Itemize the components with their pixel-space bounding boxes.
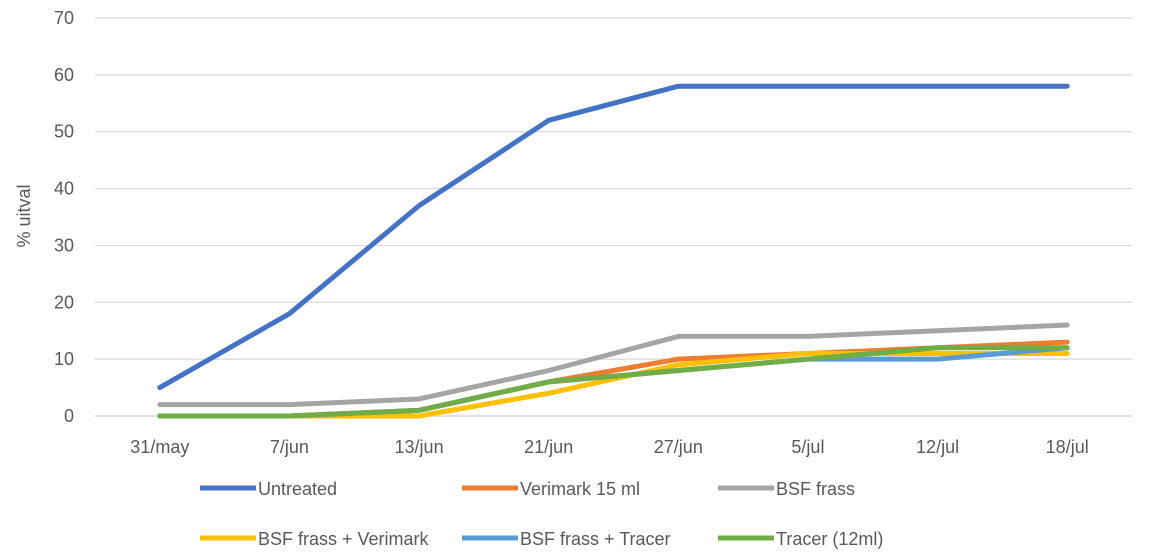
y-tick-label: 60	[54, 65, 74, 85]
legend-label: Verimark 15 ml	[520, 479, 640, 499]
legend-label: Tracer (12ml)	[776, 529, 883, 549]
y-axis-title: % uitval	[14, 184, 34, 247]
x-tick-label: 18/jul	[1046, 437, 1089, 457]
gridlines	[95, 17, 1132, 360]
y-axis-ticks: 0 10 20 30 40 50 60 70	[54, 8, 74, 426]
y-tick-label: 20	[54, 292, 74, 312]
legend-label: BSF frass	[776, 479, 855, 499]
x-tick-label: 13/jun	[395, 437, 444, 457]
series-line-3	[157, 322, 1070, 408]
x-tick-label: 12/jul	[916, 437, 959, 457]
legend-item: BSF frass	[718, 479, 855, 499]
x-tick-label: 31/may	[130, 437, 189, 457]
legend-label: BSF frass + Tracer	[520, 529, 671, 549]
legend-label: Untreated	[258, 479, 337, 499]
x-tick-label: 7/jun	[270, 437, 309, 457]
x-tick-label: 5/jul	[791, 437, 824, 457]
y-tick-label: 10	[54, 349, 74, 369]
legend-item: Untreated	[200, 479, 337, 499]
x-axis-ticks: 31/may 7/jun 13/jun 21/jun 27/jun 5/jul 12/jul…	[130, 437, 1088, 457]
legend-item: Tracer (12ml)	[718, 529, 883, 549]
y-tick-label: 70	[54, 8, 74, 28]
legend: Untreated Verimark 15 ml BSF frass BSF fras…	[200, 479, 883, 549]
series-line-6	[157, 345, 1070, 419]
legend-item: BSF frass + Tracer	[462, 529, 671, 549]
y-tick-label: 30	[54, 235, 74, 255]
y-tick-label: 40	[54, 179, 74, 199]
y-tick-label: 0	[64, 406, 74, 426]
x-tick-label: 21/jun	[524, 437, 573, 457]
series-line-1	[157, 83, 1070, 391]
y-tick-label: 50	[54, 122, 74, 142]
x-tick-label: 27/jun	[654, 437, 703, 457]
legend-label: BSF frass + Verimark	[258, 529, 430, 549]
legend-item: Verimark 15 ml	[462, 479, 640, 499]
series-lines	[157, 83, 1070, 419]
legend-item: BSF frass + Verimark	[200, 529, 430, 549]
